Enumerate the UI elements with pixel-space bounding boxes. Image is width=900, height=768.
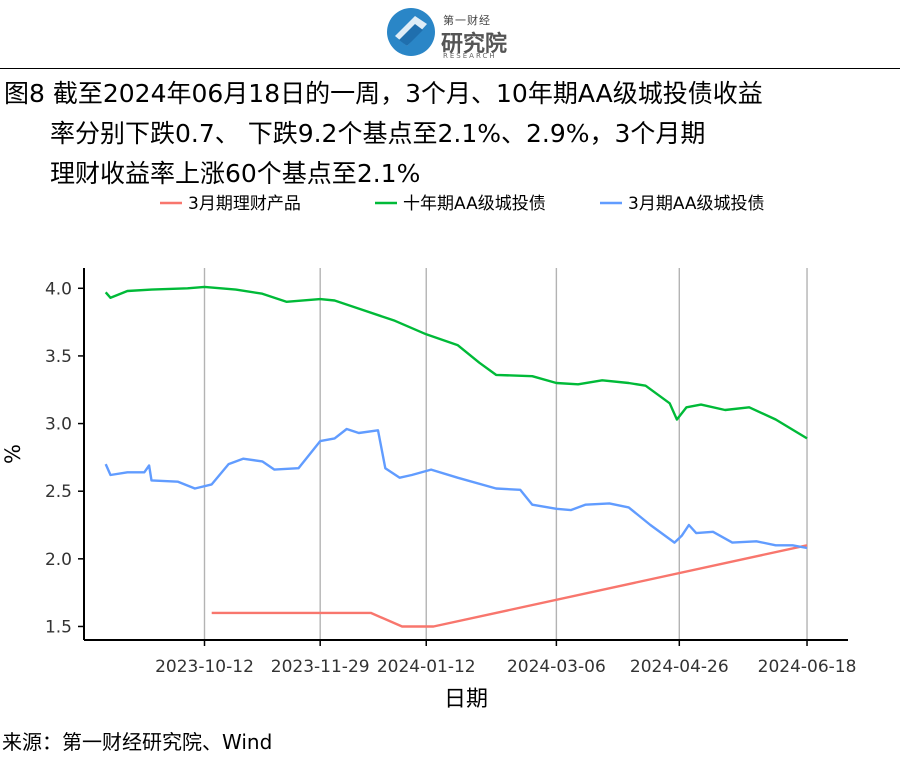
x-tick-label: 2023-11-29 [271, 657, 370, 677]
x-tick-label: 2024-01-12 [377, 657, 476, 677]
y-tick-label: 3.0 [45, 415, 72, 435]
legend-label: 十年期AA级城投债 [403, 194, 546, 214]
figure-title-line-2: 率分别下跌0.7、 下跌9.2个基点至2.1%、2.9%，3个月期 [50, 119, 706, 148]
series-line [104, 285, 808, 440]
figure-source: 来源：第一财经研究院、Wind [2, 730, 273, 754]
logo-top-text: 第一财经 [443, 14, 491, 27]
series-line [104, 427, 808, 550]
chart-series [104, 285, 808, 628]
chart-axes: 1.5 2.0 2.5 3.0 3.5 4.0 2023-10-12 2023-11-29 20… [45, 268, 856, 677]
y-tick-label: 1.5 [45, 617, 72, 637]
report-header: 第一财经 研究院 RESEARCH [0, 0, 900, 70]
x-tick-label: 2024-04-26 [630, 657, 729, 677]
x-tick-label: 2024-03-06 [507, 657, 606, 677]
header-divider [0, 68, 900, 69]
research-logo: 第一财经 研究院 RESEARCH [385, 6, 525, 66]
chart-gridlines [203, 268, 808, 640]
figure-title-line-3: 理财收益率上涨60个基点至2.1% [50, 159, 421, 188]
legend-label: 3月期理财产品 [188, 194, 301, 214]
figure-title-line-1: 图8 截至2024年06月18日的一周，3个月、10年期AA级城投债收益 [4, 79, 763, 108]
legend-label: 3月期AA级城投债 [628, 194, 765, 214]
x-tick-label: 2023-10-12 [155, 657, 254, 677]
y-tick-label: 4.0 [45, 279, 72, 299]
logo-main-text: 研究院 [441, 32, 508, 57]
series-line [211, 544, 808, 628]
chart-legend: 3月期理财产品 十年期AA级城投债 3月期AA级城投债 [160, 194, 765, 214]
y-axis-label: % [1, 444, 25, 464]
x-axis-label: 日期 [444, 687, 488, 712]
x-tick-label: 2024-06-18 [758, 657, 857, 677]
y-tick-label: 2.0 [45, 550, 72, 570]
logo-sub-text: RESEARCH [443, 52, 497, 60]
figure-title: 图8 截至2024年06月18日的一周，3个月、10年期AA级城投债收益 率分别… [4, 74, 894, 194]
y-tick-label: 3.5 [45, 347, 72, 367]
y-tick-label: 2.5 [45, 482, 72, 502]
line-chart: 3月期理财产品 十年期AA级城投债 3月期AA级城投债 1.5 2.0 2.5 3.0 3.… [1, 194, 856, 712]
research-logo-icon [387, 8, 435, 56]
